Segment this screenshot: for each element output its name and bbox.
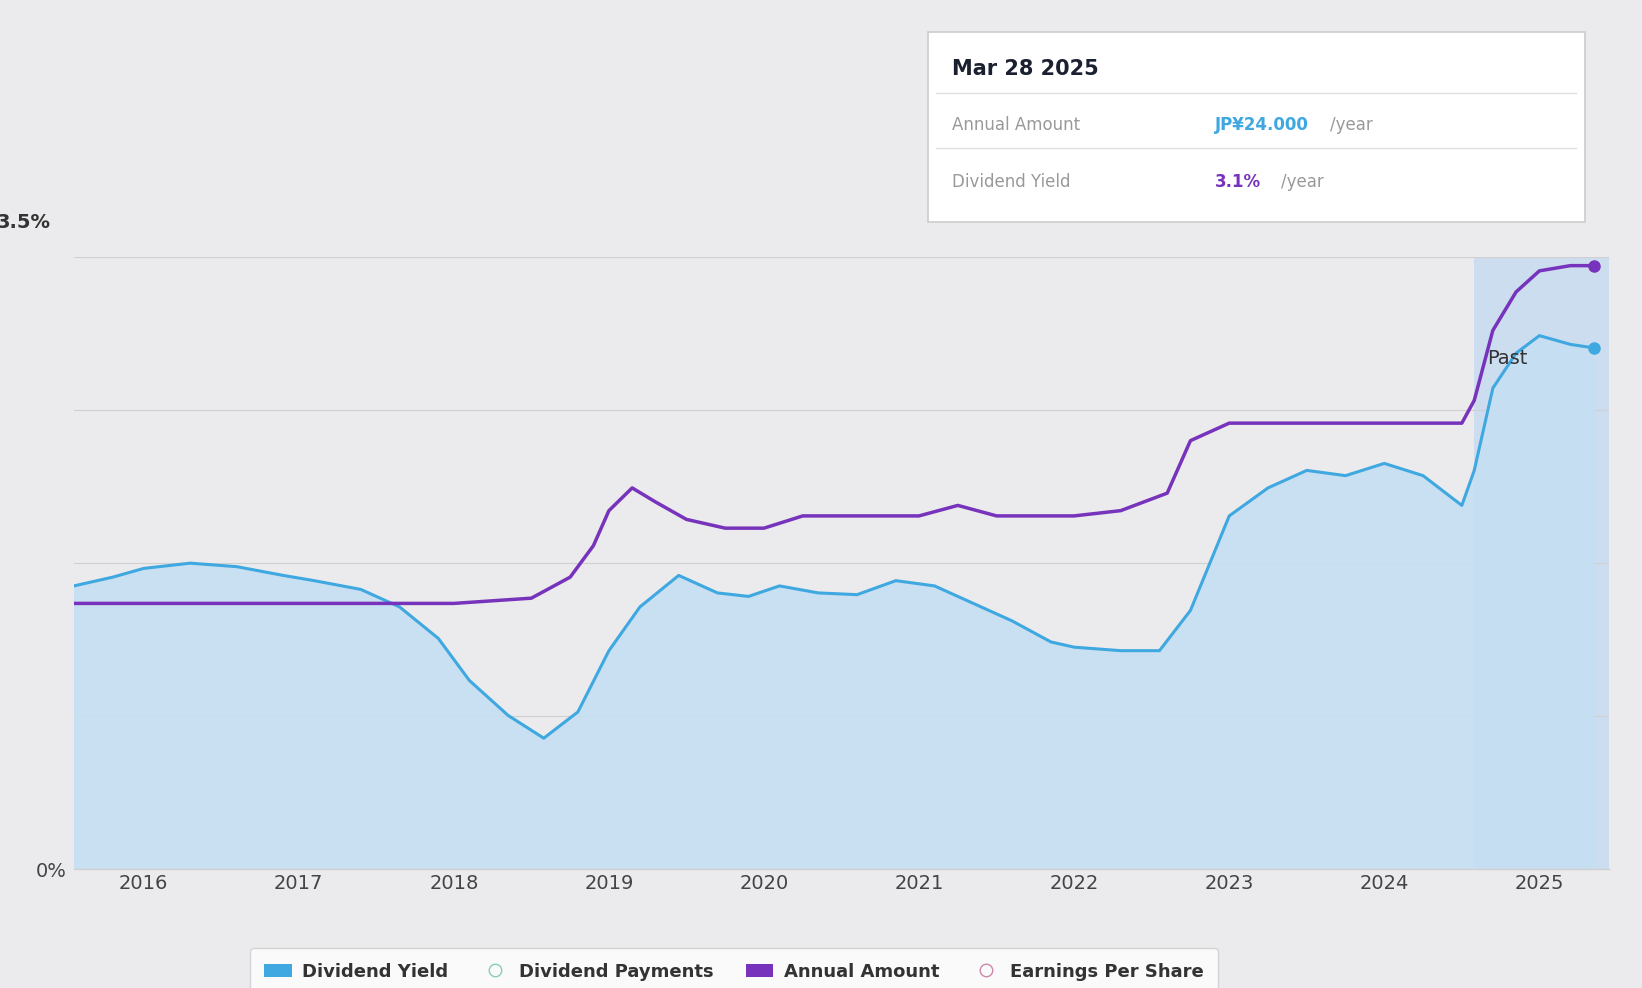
- Text: 3.1%: 3.1%: [1215, 173, 1261, 191]
- Text: JP¥24.000: JP¥24.000: [1215, 116, 1309, 133]
- Text: /year: /year: [1330, 116, 1373, 133]
- Text: 3.5%: 3.5%: [0, 213, 51, 232]
- Bar: [1475, 257, 1609, 869]
- Text: Annual Amount: Annual Amount: [952, 116, 1080, 133]
- Text: Past: Past: [1486, 349, 1527, 368]
- Text: Dividend Yield: Dividend Yield: [952, 173, 1071, 191]
- Text: /year: /year: [1281, 173, 1323, 191]
- Legend: Dividend Yield, Dividend Payments, Annual Amount, Earnings Per Share: Dividend Yield, Dividend Payments, Annua…: [250, 948, 1218, 988]
- Text: Mar 28 2025: Mar 28 2025: [952, 59, 1098, 79]
